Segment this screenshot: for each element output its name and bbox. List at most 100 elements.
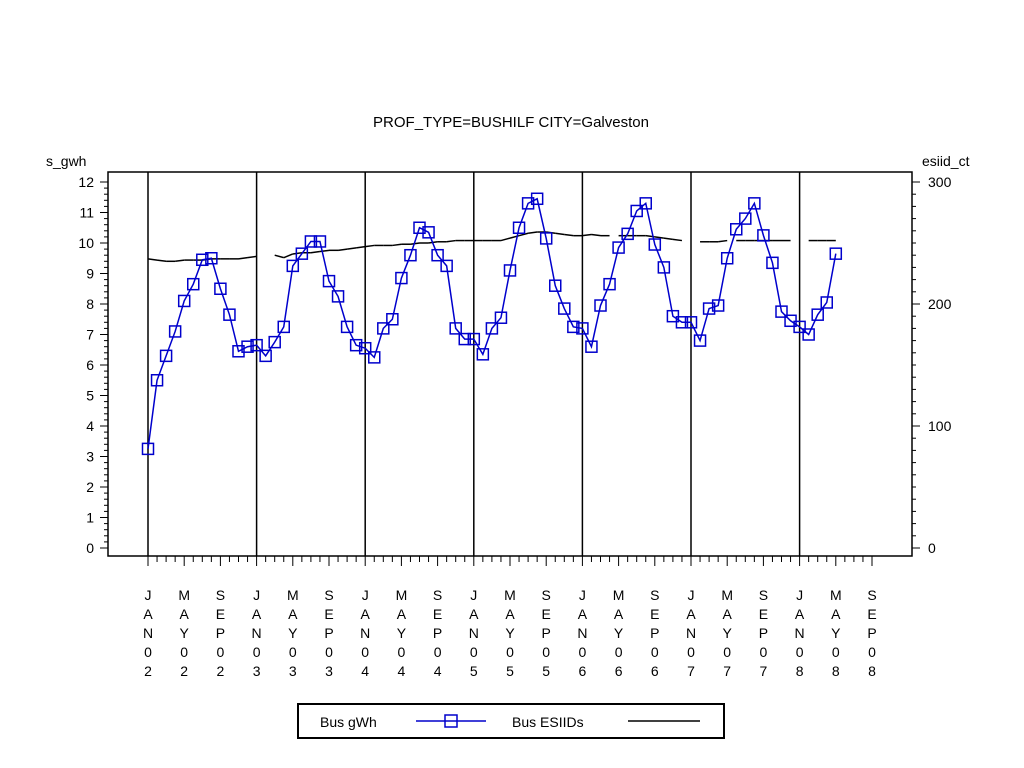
esiid-segment (337, 248, 348, 252)
gwh-point (739, 212, 752, 225)
esiid-segment (274, 254, 284, 259)
legend-marker-bus-gwh (444, 714, 458, 728)
gwh-point (512, 221, 526, 234)
gwh-point (775, 305, 788, 318)
legend: Bus gWh Bus ESIIDs (297, 703, 725, 739)
gwh-point (214, 282, 227, 295)
esiid-segment (247, 255, 257, 259)
gwh-point (730, 223, 743, 236)
esiid-segment (356, 245, 366, 249)
plot-frame (107, 171, 913, 557)
esiid-segment (555, 232, 565, 236)
legend-label-bus-gwh: Bus gWh (320, 714, 377, 730)
gwh-point (467, 332, 481, 346)
gwh-point (693, 334, 707, 347)
gwh-point (377, 322, 390, 335)
y-left-tick-label: 1 (86, 510, 94, 526)
gwh-point (304, 235, 318, 248)
y-left-tick-label: 11 (79, 205, 94, 221)
gwh-point (313, 235, 327, 248)
gwh-point (494, 311, 508, 324)
gwh-point (223, 308, 236, 321)
y-right-tick-label: 200 (928, 296, 952, 312)
gwh-point (720, 252, 734, 265)
gwh-point (702, 302, 716, 315)
gwh-point (558, 302, 571, 315)
gwh-point (757, 229, 770, 242)
gwh-point (530, 192, 544, 206)
esiid-segment (175, 259, 185, 263)
esiid-segment (518, 232, 529, 237)
gwh-point (458, 332, 471, 346)
esiid-segment (365, 244, 375, 248)
gwh-point (422, 226, 435, 239)
y-axis-right: 0 100 200 300 (912, 174, 952, 556)
gwh-point (675, 316, 689, 329)
gwh-point (159, 349, 173, 363)
gwh-point (286, 259, 300, 273)
year-divider-group (147, 172, 801, 556)
y-left-tick-label: 4 (86, 418, 94, 434)
gwh-point (820, 296, 833, 309)
esiid-segment (663, 237, 674, 241)
y-left-tick-label: 6 (86, 357, 94, 373)
gwh-point (630, 204, 643, 218)
esiid-segment (392, 243, 402, 247)
gwh-point (168, 325, 182, 338)
gwh-point (141, 442, 155, 456)
gwh-point (503, 264, 517, 277)
y-left-tick-label: 3 (86, 449, 94, 465)
gwh-point (793, 320, 806, 334)
y-axis-left-label: s_gwh (46, 153, 86, 169)
gwh-point (205, 252, 218, 265)
esiid-segment (654, 236, 664, 239)
series-bus-esiids (147, 231, 836, 263)
esiid-segment (238, 256, 248, 260)
gwh-point (413, 221, 426, 234)
gwh-point (331, 290, 345, 303)
gwh-point (802, 328, 815, 341)
chart-title: PROF_TYPE=BUSHILF CITY=Galveston (373, 114, 649, 131)
esiid-segment (500, 237, 511, 242)
gwh-point (594, 299, 607, 312)
gwh-point (684, 316, 698, 329)
y-left-tick-label: 12 (78, 174, 94, 190)
gwh-point (295, 247, 309, 260)
gwh-point (748, 197, 761, 210)
gwh-point (711, 299, 725, 312)
gwh-point (196, 253, 209, 267)
esiid-segment (527, 231, 538, 234)
gwh-point (766, 256, 779, 270)
gwh-point (639, 197, 652, 210)
gwh-point (232, 345, 245, 358)
esiid-segment (156, 259, 167, 263)
gwh-line (147, 197, 837, 449)
gwh-point (567, 320, 580, 334)
gwh-point (539, 232, 553, 245)
gwh-point (150, 374, 164, 387)
gwh-point (449, 322, 462, 335)
gwh-point (657, 261, 671, 274)
esiid-segment (310, 250, 321, 254)
legend-label-bus-esiids: Bus ESIIDs (512, 714, 584, 730)
esiid-segment (292, 252, 302, 255)
y-right-tick-label: 300 (928, 174, 952, 190)
y-right-tick-label: 100 (928, 418, 952, 434)
esiid-segment (591, 233, 601, 237)
